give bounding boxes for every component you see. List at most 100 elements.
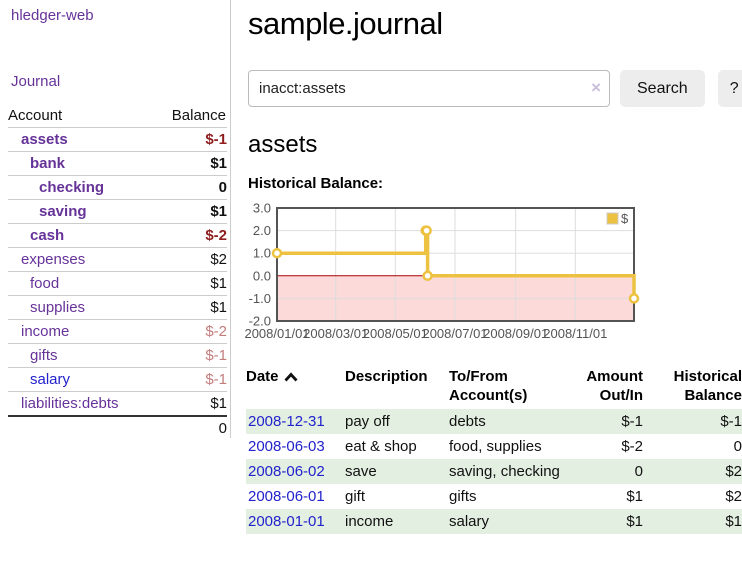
transaction-date-link[interactable]: 2008-06-01 xyxy=(248,488,325,505)
transaction-balance: $2 xyxy=(725,488,742,505)
register-header-row: Date Description To/From Account(s) Amount … xyxy=(246,363,742,409)
transaction-row: 2008-01-01 income salary $1 $1 xyxy=(246,509,742,534)
help-button[interactable]: ? xyxy=(717,70,742,107)
transaction-balance: $1 xyxy=(725,513,742,530)
svg-text:1.0: 1.0 xyxy=(253,246,271,261)
register-col-to-from: To/From Account(s) xyxy=(449,368,528,404)
sidebar-account-row: salary $-1 xyxy=(8,368,227,392)
account-link[interactable]: bank xyxy=(30,155,66,172)
chart-title: Historical Balance: xyxy=(248,175,384,192)
transaction-description: eat & shop xyxy=(345,438,417,455)
account-link[interactable]: checking xyxy=(39,179,105,196)
svg-text:2008/03/01: 2008/03/01 xyxy=(303,326,368,341)
svg-text:2008/09/01: 2008/09/01 xyxy=(483,326,548,341)
transaction-accounts: salary xyxy=(449,513,490,530)
svg-text:2008/07/01: 2008/07/01 xyxy=(422,326,487,341)
transaction-accounts: food, supplies xyxy=(449,438,542,455)
transaction-balance: $2 xyxy=(725,463,742,480)
transaction-amount: $1 xyxy=(626,488,643,505)
transaction-date-link[interactable]: 2008-12-31 xyxy=(248,413,325,430)
account-balance: $2 xyxy=(210,251,227,268)
accounts-header-row: Account Balance xyxy=(8,104,227,128)
sidebar-account-row: gifts $-1 xyxy=(8,344,227,368)
sidebar-account-row: expenses $2 xyxy=(8,248,227,272)
sidebar-account-row: supplies $1 xyxy=(8,296,227,320)
register-col-amount: Amount Out/In xyxy=(586,368,643,404)
account-balance: $-2 xyxy=(205,323,227,340)
account-balance: $-1 xyxy=(205,371,227,388)
account-link[interactable]: assets xyxy=(21,131,68,148)
account-link[interactable]: salary xyxy=(30,371,71,388)
transaction-row: 2008-12-31 pay off debts $-1 $-1 xyxy=(246,409,742,434)
account-balance: $1 xyxy=(210,395,227,412)
accounts-table: Account Balance assets $-1 bank $1 checking 0… xyxy=(8,104,227,440)
account-balance: $1 xyxy=(210,155,227,172)
account-balance: $-2 xyxy=(205,227,227,244)
account-link[interactable]: cash xyxy=(30,227,65,244)
search-button[interactable]: Search xyxy=(620,70,705,107)
svg-text:-2.0: -2.0 xyxy=(249,314,271,329)
account-balance: $1 xyxy=(210,299,227,316)
sidebar-account-row: assets $-1 xyxy=(8,128,227,152)
chart-container: $3.0 2.0 1.0 0.0 -1.0 -2.0 2008/01/01 2008/03/0… xyxy=(244,200,742,345)
register-col-date[interactable]: Date xyxy=(246,363,345,409)
svg-text:2008/11/01: 2008/11/01 xyxy=(543,326,607,341)
account-link[interactable]: gifts xyxy=(30,347,58,364)
transaction-amount: $-2 xyxy=(621,438,643,455)
transaction-description: pay off xyxy=(345,413,390,430)
account-link[interactable]: expenses xyxy=(21,251,86,268)
account-balance: 0 xyxy=(218,179,227,196)
transaction-date-link[interactable]: 2008-06-02 xyxy=(248,463,325,480)
transaction-accounts: debts xyxy=(449,413,486,430)
sidebar-account-row: cash $-2 xyxy=(8,224,227,248)
sidebar-account-row: saving $1 xyxy=(8,200,227,224)
svg-text:2008/01/01: 2008/01/01 xyxy=(244,326,309,341)
account-link[interactable]: liabilities:debts xyxy=(21,395,119,412)
transaction-amount: 0 xyxy=(634,463,643,480)
account-balance: $1 xyxy=(210,203,227,220)
sidebar: hledger-web Journal Account Balance asse… xyxy=(0,0,231,438)
transaction-accounts: gifts xyxy=(449,488,477,505)
transaction-row: 2008-06-01 gift gifts $1 $2 xyxy=(246,484,742,509)
sidebar-account-row: food $1 xyxy=(8,272,227,296)
svg-text:2.0: 2.0 xyxy=(253,223,271,238)
transaction-description: income xyxy=(345,513,394,530)
transaction-description: save xyxy=(345,463,377,480)
account-link[interactable]: supplies xyxy=(30,299,86,316)
search-form: × Search ? xyxy=(248,70,742,107)
register-col-description: Description xyxy=(345,368,428,385)
account-link[interactable]: income xyxy=(21,323,70,340)
transaction-balance: 0 xyxy=(733,438,742,455)
register-col-historical: Historical Balance xyxy=(673,368,742,404)
app-brand-link[interactable]: hledger-web xyxy=(11,7,94,24)
accounts-col-balance: Balance xyxy=(171,107,226,124)
transaction-amount: $1 xyxy=(626,513,643,530)
transaction-accounts: saving, checking xyxy=(449,463,560,480)
historical-balance-chart: $3.0 2.0 1.0 0.0 -1.0 -2.02008/01/012008/03/0… xyxy=(244,201,640,341)
svg-text:0.0: 0.0 xyxy=(253,268,271,283)
account-balance: $1 xyxy=(210,275,227,292)
account-link[interactable]: food xyxy=(30,275,60,292)
sort-asc-icon xyxy=(283,372,298,382)
sidebar-total-balance: 0 xyxy=(218,420,227,437)
sidebar-account-row: bank $1 xyxy=(8,152,227,176)
svg-text:-1.0: -1.0 xyxy=(249,291,271,306)
account-heading: assets xyxy=(248,131,318,158)
account-balance: $-1 xyxy=(205,347,227,364)
transaction-description: gift xyxy=(345,488,366,505)
sidebar-account-row: liabilities:debts $1 xyxy=(8,392,227,416)
register-table: Date Description To/From Account(s) Amount … xyxy=(246,363,742,534)
transaction-date-link[interactable]: 2008-01-01 xyxy=(248,513,325,530)
transaction-row: 2008-06-02 save saving, checking 0 $2 xyxy=(246,459,742,484)
transaction-date-link[interactable]: 2008-06-03 xyxy=(248,438,325,455)
account-link[interactable]: saving xyxy=(39,203,87,220)
search-input[interactable] xyxy=(248,70,610,107)
transaction-row: 2008-06-03 eat & shop food, supplies $-2 0 xyxy=(246,434,742,459)
sidebar-item-journal[interactable]: Journal xyxy=(11,73,61,90)
transaction-amount: $-1 xyxy=(621,413,643,430)
clear-search-icon[interactable]: × xyxy=(591,78,601,97)
sidebar-account-row: income $-2 xyxy=(8,320,227,344)
svg-text:3.0: 3.0 xyxy=(253,201,271,216)
page-title: sample.journal xyxy=(248,6,443,41)
sidebar-total-row: 0 xyxy=(8,416,227,440)
